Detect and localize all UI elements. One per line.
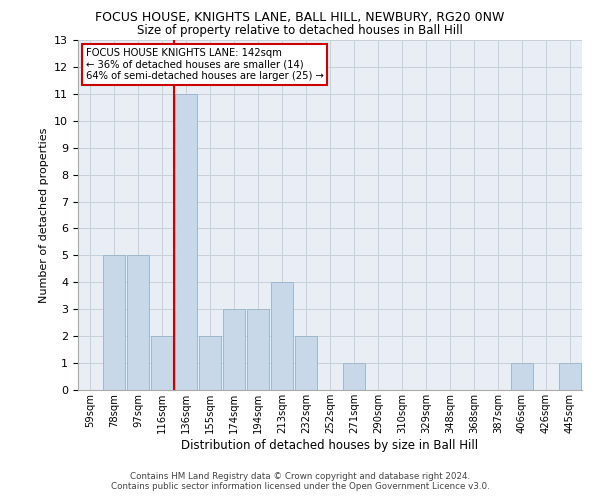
Bar [247, 309, 269, 390]
Bar [223, 309, 245, 390]
Bar [295, 336, 317, 390]
Bar [343, 363, 365, 390]
Text: FOCUS HOUSE KNIGHTS LANE: 142sqm
← 36% of detached houses are smaller (14)
64% o: FOCUS HOUSE KNIGHTS LANE: 142sqm ← 36% o… [86, 48, 323, 82]
Bar [103, 256, 125, 390]
Bar [559, 363, 581, 390]
Bar [175, 94, 197, 390]
Text: Size of property relative to detached houses in Ball Hill: Size of property relative to detached ho… [137, 24, 463, 37]
Text: FOCUS HOUSE, KNIGHTS LANE, BALL HILL, NEWBURY, RG20 0NW: FOCUS HOUSE, KNIGHTS LANE, BALL HILL, NE… [95, 11, 505, 24]
Bar [511, 363, 533, 390]
Bar [199, 336, 221, 390]
Bar [127, 256, 149, 390]
Bar [271, 282, 293, 390]
X-axis label: Distribution of detached houses by size in Ball Hill: Distribution of detached houses by size … [181, 438, 479, 452]
Bar [151, 336, 173, 390]
Text: Contains HM Land Registry data © Crown copyright and database right 2024.
Contai: Contains HM Land Registry data © Crown c… [110, 472, 490, 491]
Y-axis label: Number of detached properties: Number of detached properties [38, 128, 49, 302]
